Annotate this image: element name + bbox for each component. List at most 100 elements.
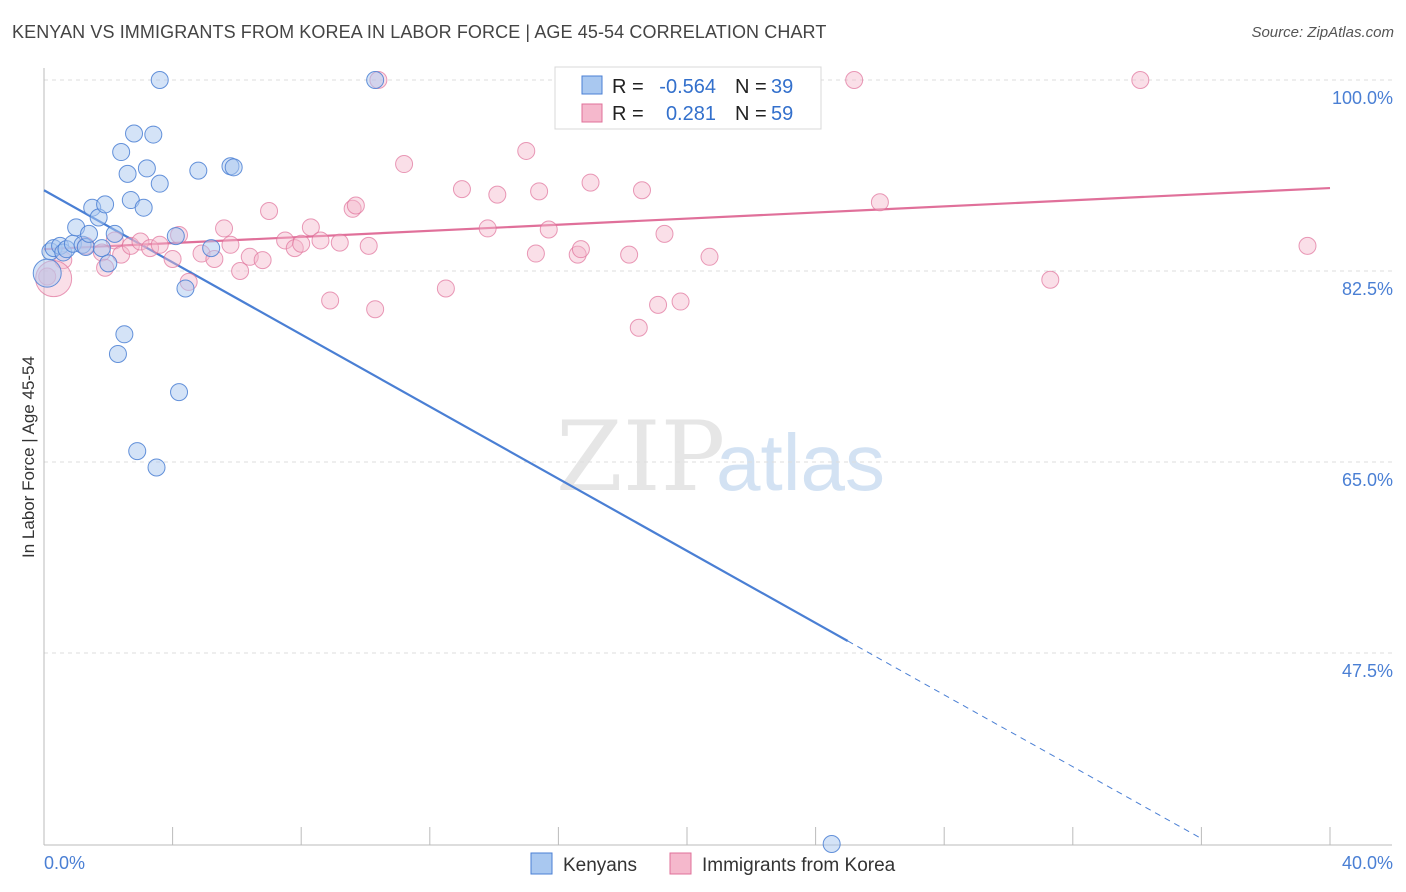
korea-point <box>343 199 362 218</box>
legend-korea-label: Immigrants from Korea <box>702 855 896 876</box>
series-legend: Kenyans Immigrants from Korea <box>530 852 896 876</box>
legend-n-value-2: 59 <box>771 103 793 125</box>
kenyans-point <box>125 124 144 143</box>
korea-point <box>649 295 668 314</box>
korea-point <box>163 249 182 268</box>
x-tick-labels: 0.0% 40.0% <box>44 853 1393 873</box>
legend-kenyans-label: Kenyans <box>563 855 637 876</box>
korea-point <box>221 235 240 254</box>
kenyans-point <box>822 835 841 853</box>
korea-point <box>671 292 690 311</box>
kenyans-point <box>115 325 134 344</box>
korea-point <box>539 220 558 239</box>
kenyans-point <box>189 161 208 180</box>
legend-swatch-blue <box>581 75 603 95</box>
trend-lines <box>43 186 1331 839</box>
korea-point <box>436 279 455 298</box>
korea-trend-line <box>43 186 1331 251</box>
korea-point <box>359 236 378 255</box>
chart-title: KENYAN VS IMMIGRANTS FROM KOREA IN LABOR… <box>12 22 827 42</box>
korea-point <box>571 240 590 259</box>
korea-point <box>121 236 140 255</box>
kenyans-point <box>176 279 195 298</box>
y-tick-labels: 100.0% 82.5% 65.0% 47.5% <box>1332 88 1393 681</box>
kenyans-point <box>166 227 185 246</box>
korea-point <box>1041 270 1060 289</box>
korea-point <box>346 196 365 215</box>
korea-point <box>517 141 536 160</box>
kenyans-point <box>137 159 156 178</box>
korea-point <box>215 219 234 238</box>
kenyans-point <box>96 195 115 214</box>
korea-point <box>632 181 651 200</box>
korea-point <box>301 218 320 237</box>
kenyans-point <box>105 224 124 243</box>
kenyans-point <box>202 239 221 258</box>
legend-korea-swatch <box>669 852 692 875</box>
korea-point <box>530 182 549 201</box>
korea-point <box>700 247 719 266</box>
korea-point <box>870 193 889 212</box>
kenyans-point <box>128 442 147 461</box>
x-tick-label-max: 40.0% <box>1342 853 1393 873</box>
korea-point <box>150 235 169 254</box>
korea-point <box>845 71 864 89</box>
kenyans-point <box>108 344 127 363</box>
korea-point <box>1131 71 1150 89</box>
legend-swatch-pink <box>581 103 603 123</box>
legend-r-label-2: R = <box>612 103 644 125</box>
korea-point <box>131 232 150 251</box>
korea-point <box>231 262 250 280</box>
kenyans-point <box>118 164 137 183</box>
kenyans-point <box>112 143 131 162</box>
kenyans-point <box>170 383 189 402</box>
legend-r-value-2: 0.281 <box>666 103 716 125</box>
kenyans-point <box>147 458 166 477</box>
y-tick-label: 47.5% <box>1342 661 1393 681</box>
kenyans-point <box>144 125 163 144</box>
korea-point <box>1298 236 1317 255</box>
korea-point <box>488 185 507 204</box>
korea-point <box>568 245 587 264</box>
korea-point <box>253 251 272 270</box>
legend-n-label-1: N = <box>735 76 767 98</box>
korea-point <box>526 244 545 263</box>
legend-r-value-1: -0.564 <box>659 76 716 98</box>
korea-point <box>292 234 311 253</box>
kenyans-point <box>134 198 153 217</box>
x-tick-label-min: 0.0% <box>44 853 85 873</box>
korea-point <box>330 233 349 252</box>
korea-point <box>260 201 279 220</box>
kenyans-point <box>150 71 169 89</box>
y-tick-label: 100.0% <box>1332 88 1393 108</box>
korea-point <box>581 173 600 192</box>
kenyans-point <box>366 71 385 89</box>
korea-point <box>629 318 648 337</box>
kenyans-point <box>99 254 118 273</box>
korea-point <box>141 239 160 258</box>
korea-point <box>311 231 330 250</box>
kenyans-point <box>150 174 169 193</box>
y-tick-label: 82.5% <box>1342 279 1393 299</box>
y-tick-label: 65.0% <box>1342 470 1393 490</box>
legend-r-label-1: R = <box>612 76 644 98</box>
axes <box>43 68 1392 846</box>
korea-point <box>366 300 385 319</box>
kenyans-trend-extension <box>847 640 1202 839</box>
kenyans-point <box>92 239 111 258</box>
watermark-atlas: atlas <box>716 418 885 507</box>
korea-point <box>321 291 340 310</box>
y-axis-label: In Labor Force | Age 45-54 <box>19 356 38 558</box>
data-points <box>32 71 1317 853</box>
kenyans-point <box>32 258 62 288</box>
correlation-legend: R = -0.564 N = 39 R = 0.281 N = 59 <box>554 66 822 130</box>
legend-n-value-1: 39 <box>771 76 793 98</box>
chart-source: Source: ZipAtlas.com <box>1251 24 1394 41</box>
korea-point <box>655 224 674 243</box>
legend-kenyans-swatch <box>530 852 553 875</box>
legend-n-label-2: N = <box>735 103 767 125</box>
kenyans-point <box>224 158 243 177</box>
watermark-zip: ZIP <box>556 401 725 513</box>
korea-point <box>395 155 414 174</box>
